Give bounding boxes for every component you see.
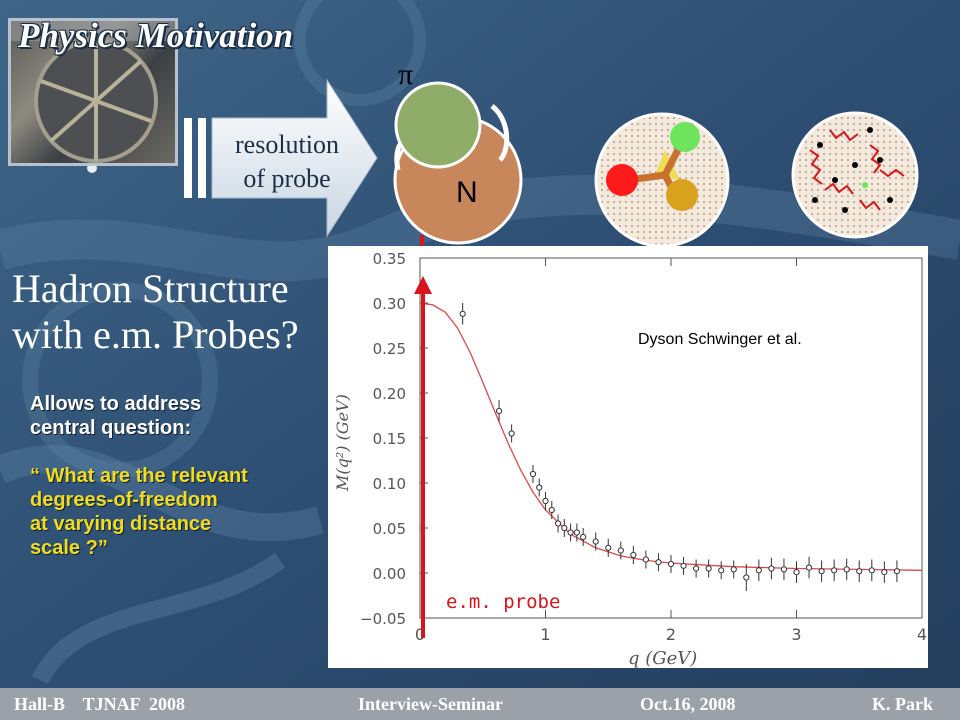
data-point	[768, 565, 775, 572]
nucleon-pion-icon	[393, 81, 523, 250]
data-point	[755, 567, 762, 574]
data-point	[780, 566, 788, 573]
y-tick-label: 0.35	[373, 250, 406, 268]
mass-function-chart: −0.05 0.00 0.05 0.10 0.15 0.20 0.25 0.30 0.35 0 1…	[328, 246, 928, 669]
data-point	[605, 544, 612, 551]
pion-label: π	[398, 58, 414, 91]
footer-event: Interview-Seminar	[358, 694, 503, 714]
partons-icon	[791, 111, 919, 239]
y-tick-label: 0.25	[373, 340, 406, 358]
data-point	[655, 559, 662, 566]
data-point	[529, 470, 537, 478]
data-point	[805, 564, 813, 571]
data-point	[730, 566, 737, 573]
x-tick-label: 1	[540, 625, 550, 644]
data-point	[680, 562, 687, 569]
data-point	[793, 569, 800, 576]
hadron-pictures	[393, 81, 919, 250]
data-point	[542, 497, 549, 505]
data-point	[718, 567, 725, 574]
data-point	[642, 556, 649, 563]
data-point	[881, 569, 888, 576]
data-point	[693, 565, 700, 572]
data-point	[536, 484, 543, 491]
data-point	[868, 567, 875, 574]
footer-author: K. Park	[872, 694, 933, 714]
detector-photo	[8, 18, 178, 166]
x-tick-label: 4	[917, 625, 927, 644]
y-tick-label: 0.05	[373, 520, 406, 538]
resolution-arrow	[184, 78, 378, 238]
data-point	[893, 568, 901, 575]
data-point	[573, 529, 580, 536]
data-point	[561, 524, 568, 532]
data-point	[508, 430, 515, 437]
footer-date: Oct.16, 2008	[640, 694, 736, 714]
constituent-quarks-icon	[594, 112, 730, 248]
data-point	[617, 547, 624, 554]
data-point	[459, 310, 466, 317]
y-axis-label: M(q²) (GeV)	[333, 394, 352, 492]
data-point	[548, 506, 555, 514]
data-point	[554, 520, 562, 527]
y-tick-label: 0.15	[373, 430, 406, 448]
y-tick-label: 0.10	[373, 475, 406, 493]
x-tick-label: 2	[666, 625, 676, 644]
data-point	[843, 566, 850, 573]
y-tick-label: 0.30	[373, 295, 406, 313]
y-tick-label: 0.00	[373, 565, 406, 583]
data-point	[818, 568, 825, 575]
chart-svg: −0.05 0.00 0.05 0.10 0.15 0.20 0.25 0.30 0.35 0 1…	[333, 250, 927, 669]
data-point	[630, 551, 637, 559]
headline: Hadron Structure with e.m. Probes?	[12, 266, 299, 357]
em-probe-arrow	[414, 276, 432, 638]
em-probe-label: e.m. probe	[446, 591, 560, 613]
y-tick-label: 0.20	[373, 385, 406, 403]
x-axis-label: q (GeV)	[628, 648, 697, 668]
slide-title: Physics Motivation	[18, 16, 294, 55]
data-point	[743, 574, 750, 581]
dse-curve	[419, 302, 923, 571]
chart-annotation: Dyson Schwinger et al.	[638, 331, 802, 348]
central-question: Allows to address central question: “ Wh…	[30, 393, 248, 559]
data-point	[705, 565, 712, 572]
data-point	[592, 538, 599, 545]
data-point	[567, 529, 574, 536]
data-point	[667, 560, 675, 568]
data-point	[856, 568, 863, 575]
data-point	[495, 407, 503, 415]
x-tick-label: 3	[791, 625, 801, 644]
resolution-label: resolution of probe	[235, 130, 339, 193]
slide-footer: Hall-B TJNAF 2008 Interview-Seminar Oct.…	[0, 688, 960, 720]
y-tick-label: −0.05	[360, 610, 406, 628]
nucleon-label: N	[456, 176, 478, 209]
data-point	[831, 567, 838, 574]
x-tick-label: 0	[415, 625, 425, 644]
footer-venue: Hall-B TJNAF 2008	[14, 694, 186, 714]
data-point	[580, 533, 587, 541]
